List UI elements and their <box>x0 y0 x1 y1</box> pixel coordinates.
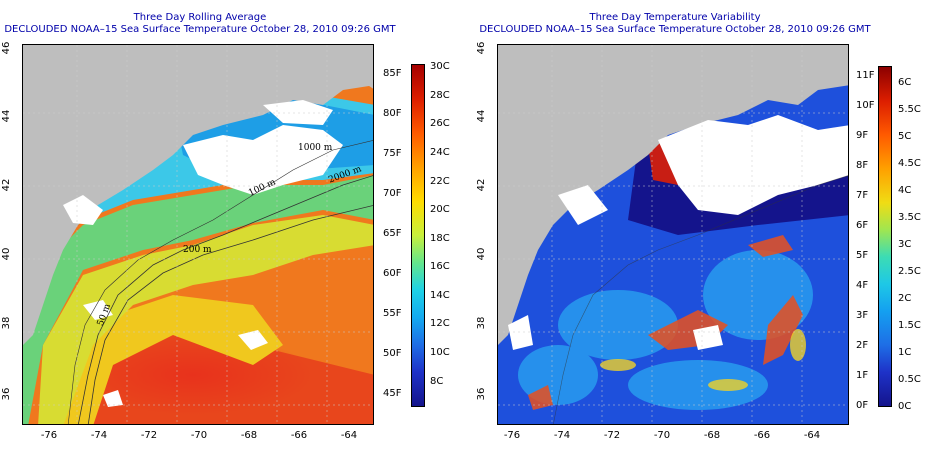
colorbar-tick-f: 85F <box>383 68 402 79</box>
colorbar-tick-c: 4.5C <box>898 158 921 169</box>
colorbar-tick-c: 2.5C <box>898 266 921 277</box>
sst-variability-map <box>497 44 849 425</box>
lat-tick-label: 38 <box>0 316 12 330</box>
colorbar-tick-f: 11F <box>856 70 875 81</box>
colorbar-tick-c: 3C <box>898 239 912 250</box>
colorbar-tick-c: 16C <box>430 261 450 272</box>
colorbar-tick-f: 7F <box>856 190 869 201</box>
contour-label: 200 m <box>183 245 212 255</box>
lat-tick-label: 42 <box>0 178 12 192</box>
colorbar-tick-f: 10F <box>856 100 875 111</box>
colorbar-tick-f: 6F <box>856 220 869 231</box>
variability-colorbar <box>878 66 892 407</box>
colorbar-tick-f: 0F <box>856 400 869 411</box>
sst-colorbar <box>411 64 425 407</box>
colorbar-tick-f: 60F <box>383 268 402 279</box>
lon-tick-label: -66 <box>290 430 308 441</box>
lon-tick-label: -68 <box>703 430 721 441</box>
lon-tick-label: -76 <box>40 430 58 441</box>
colorbar-tick-c: 5C <box>898 131 912 142</box>
lat-tick-label: 36 <box>0 387 12 401</box>
lat-tick-label: 40 <box>475 247 487 261</box>
colorbar-tick-f: 70F <box>383 188 402 199</box>
lat-tick-label: 40 <box>0 247 12 261</box>
colorbar-tick-f: 9F <box>856 130 869 141</box>
colorbar-tick-c: 26C <box>430 118 450 129</box>
colorbar-tick-c: 2C <box>898 293 912 304</box>
lon-tick-label: -68 <box>240 430 258 441</box>
colorbar-tick-f: 1F <box>856 370 869 381</box>
lat-tick-label: 44 <box>475 109 487 123</box>
sst-average-panel: Three Day Rolling Average DECLOUDED NOAA… <box>0 12 450 441</box>
colorbar-tick-f: 5F <box>856 250 869 261</box>
panel-title: Three Day Rolling Average <box>133 12 267 23</box>
colorbar-tick-c: 12C <box>430 318 450 329</box>
colorbar-tick-c: 30C <box>430 61 450 72</box>
colorbar-tick-c: 1C <box>898 347 912 358</box>
colorbar-tick-f: 8F <box>856 160 869 171</box>
colorbar-tick-c: 6C <box>898 77 912 88</box>
colorbar-tick-c: 1.5C <box>898 320 921 331</box>
colorbar-tick-f: 45F <box>383 388 402 399</box>
lon-tick-label: -72 <box>140 430 158 441</box>
sst-average-map-graphic <box>23 45 373 424</box>
lat-tick-label: 46 <box>475 41 487 55</box>
lon-tick-label: -64 <box>803 430 821 441</box>
colorbar-tick-f: 3F <box>856 310 869 321</box>
colorbar-tick-f: 80F <box>383 108 402 119</box>
lat-tick-label: 36 <box>475 387 487 401</box>
colorbar-tick-c: 10C <box>430 347 450 358</box>
colorbar-tick-c: 18C <box>430 233 450 244</box>
panel-title: Three Day Temperature Variability <box>589 12 761 23</box>
lat-tick-label: 42 <box>475 178 487 192</box>
colorbar-tick-c: 0.5C <box>898 374 921 385</box>
colorbar-tick-c: 24C <box>430 147 450 158</box>
colorbar-tick-c: 5.5C <box>898 104 921 115</box>
lat-tick-label: 38 <box>475 316 487 330</box>
colorbar-tick-c: 4C <box>898 185 912 196</box>
lon-tick-label: -74 <box>553 430 571 441</box>
colorbar-tick-f: 4F <box>856 280 869 291</box>
colorbar-tick-f: 2F <box>856 340 869 351</box>
colorbar-tick-c: 20C <box>430 204 450 215</box>
lon-tick-label: -64 <box>340 430 358 441</box>
sst-variability-panel: Three Day Temperature Variability DECLOU… <box>475 0 950 475</box>
colorbar-tick-f: 65F <box>383 228 402 239</box>
contour-label: 1000 m <box>298 143 333 153</box>
lon-tick-label: -72 <box>603 430 621 441</box>
colorbar-tick-c: 0C <box>898 401 912 412</box>
colorbar-tick-f: 75F <box>383 148 402 159</box>
colorbar-tick-c: 3.5C <box>898 212 921 223</box>
colorbar-tick-c: 22C <box>430 176 450 187</box>
lon-tick-label: -70 <box>190 430 208 441</box>
sst-average-map: 1000 m 200 m 50 m 2000 m 100 m <box>22 44 374 425</box>
lat-tick-label: 44 <box>0 109 12 123</box>
sst-variability-map-graphic <box>498 45 848 424</box>
colorbar-tick-c: 8C <box>430 376 444 387</box>
lat-tick-label: 46 <box>0 41 12 55</box>
panel-subtitle: DECLOUDED NOAA–15 Sea Surface Temperatur… <box>4 24 396 35</box>
colorbar-tick-c: 28C <box>430 90 450 101</box>
colorbar-tick-f: 55F <box>383 308 402 319</box>
lon-tick-label: -76 <box>503 430 521 441</box>
lon-tick-label: -74 <box>90 430 108 441</box>
lon-tick-label: -66 <box>753 430 771 441</box>
colorbar-tick-f: 50F <box>383 348 402 359</box>
lon-tick-label: -70 <box>653 430 671 441</box>
panel-subtitle: DECLOUDED NOAA–15 Sea Surface Temperatur… <box>479 24 871 35</box>
colorbar-tick-c: 14C <box>430 290 450 301</box>
